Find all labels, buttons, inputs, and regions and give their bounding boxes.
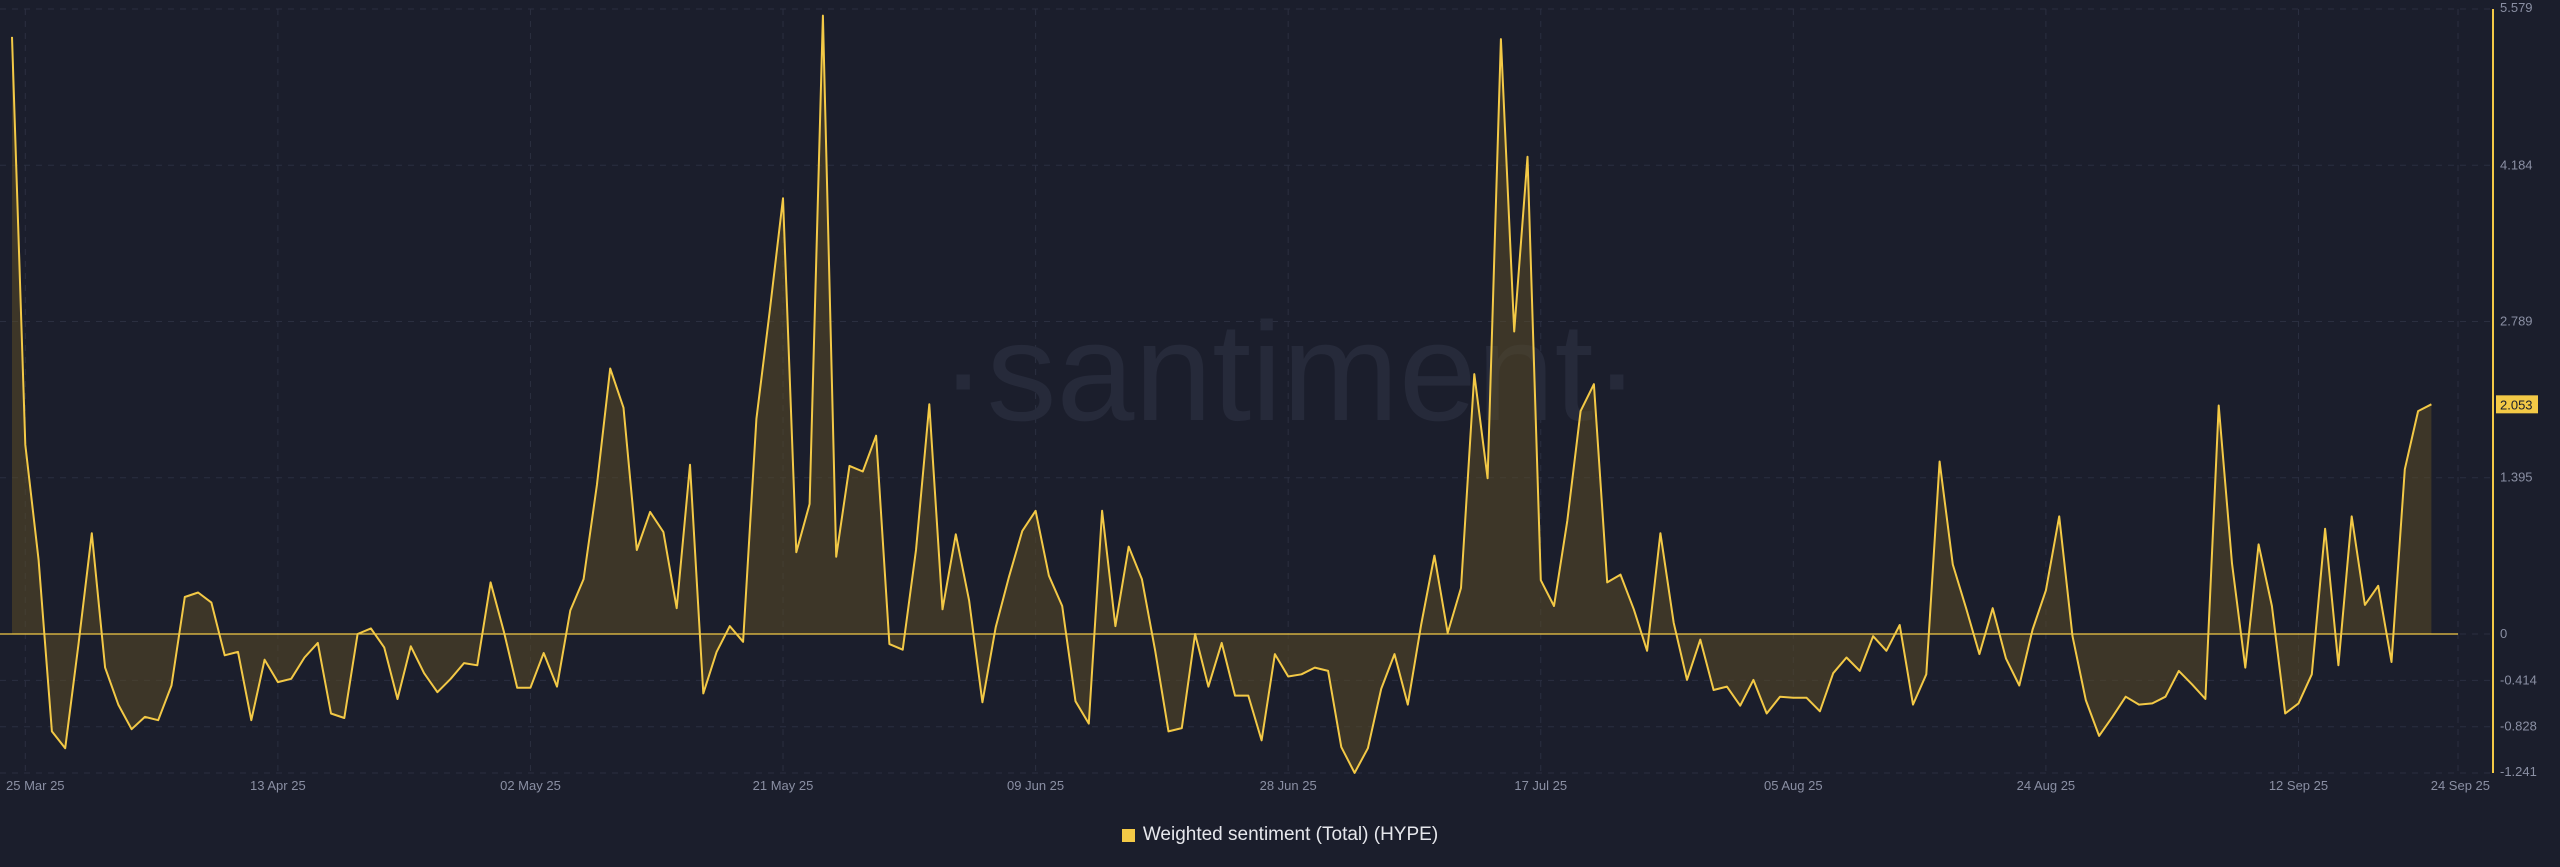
x-tick-label: 24 Aug 25: [2017, 778, 2076, 793]
x-tick-label: 05 Aug 25: [1764, 778, 1823, 793]
y-tick-label: 1.395: [2500, 470, 2533, 485]
y-tick-label: 5.579: [2500, 0, 2533, 15]
sentiment-series-line: [11, 14, 2432, 774]
x-tick-label: 28 Jun 25: [1260, 778, 1317, 793]
current-value-badge-box: [2496, 395, 2538, 414]
x-tick-label: 24 Sep 25: [2431, 778, 2490, 793]
x-tick-label: 09 Jun 25: [1007, 778, 1064, 793]
y-tick-label: -0.414: [2500, 672, 2537, 687]
legend-label: Weighted sentiment (Total) (HYPE): [1142, 824, 1439, 845]
x-tick-label: 12 Sep 25: [2269, 778, 2328, 793]
y-tick-label: 0: [2500, 626, 2507, 641]
y-axis-ticks: 5.579 4.184 2.789 1.395 0 -0.414 -0.828 -1.241: [2500, 0, 2537, 779]
x-axis-ticks: 25 Mar 25 13 Apr 25 02 May 25 21 May 25 09 J…: [6, 778, 2490, 793]
current-value-label: 2.053: [2500, 397, 2533, 412]
x-tick-label: 13 Apr 25: [250, 778, 306, 793]
y-tick-label: -1.241: [2500, 764, 2537, 779]
legend[interactable]: Weighted sentiment (Total) (HYPE): [0, 820, 2560, 850]
x-tick-label: 17 Jul 25: [1514, 778, 1567, 793]
x-tick-label: 21 May 25: [753, 778, 814, 793]
y-tick-label: 2.789: [2500, 314, 2533, 329]
current-value-badge: 2.053: [2496, 395, 2538, 414]
y-tick-label: 4.184: [2500, 157, 2533, 172]
sentiment-area: [0, 15, 2458, 773]
sentiment-area-fill: [12, 15, 2432, 773]
x-tick-label: 02 May 25: [500, 778, 561, 793]
sentiment-line: [11, 14, 2432, 774]
y-tick-label: -0.828: [2500, 719, 2537, 734]
x-tick-label: 25 Mar 25: [6, 778, 65, 793]
legend-swatch: [1121, 828, 1135, 842]
